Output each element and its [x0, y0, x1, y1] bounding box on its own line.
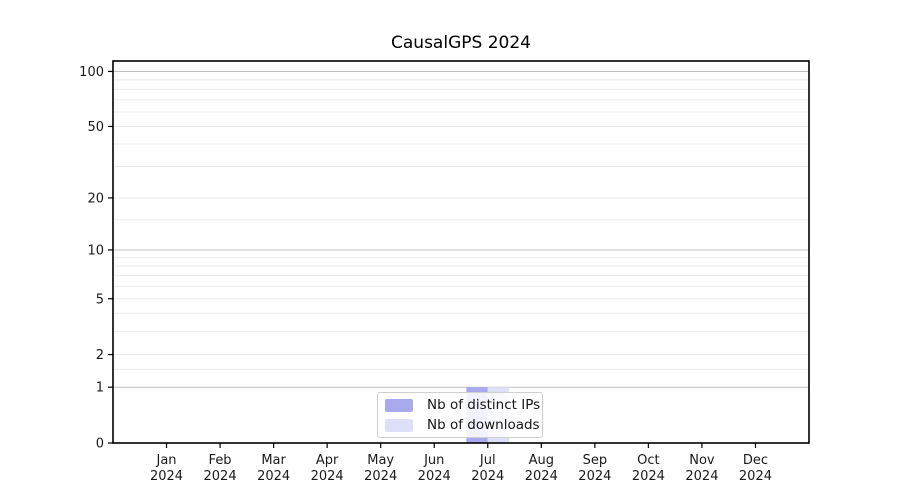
y-tick-label: 10	[87, 243, 104, 258]
x-tick-label-year: 2024	[257, 469, 290, 484]
plot-border	[112, 60, 810, 444]
distinct-ips-swatch	[385, 398, 413, 412]
y-tick-label: 1	[96, 381, 104, 396]
x-tick-label-year: 2024	[471, 469, 504, 484]
legend-label-distinct-ips: Nb of distinct IPs	[427, 397, 541, 413]
downloads-swatch	[385, 418, 413, 432]
x-tick-label-year: 2024	[364, 469, 397, 484]
y-tick-label: 5	[96, 292, 104, 307]
x-tick-label-year: 2024	[685, 469, 718, 484]
x-tick-label-month: Jul	[479, 453, 496, 468]
x-tick-label-month: Feb	[209, 453, 232, 468]
x-tick-label-month: Dec	[743, 453, 768, 468]
x-tick-label-month: May	[367, 453, 394, 468]
y-tick-label: 50	[87, 120, 104, 135]
y-tick-label: 100	[79, 65, 104, 80]
x-tick-label-month: Jun	[423, 453, 444, 468]
x-tick-label-year: 2024	[632, 469, 665, 484]
x-tick-label-year: 2024	[204, 469, 237, 484]
x-tick-label-year: 2024	[150, 469, 183, 484]
legend-entry-downloads: Nb of downloads	[385, 415, 540, 435]
x-tick-label-month: Nov	[689, 453, 715, 468]
x-tick-label-year: 2024	[418, 469, 451, 484]
x-tick-label-year: 2024	[739, 469, 772, 484]
chart-title: CausalGPS 2024	[391, 33, 531, 53]
x-tick-label-month: Mar	[261, 453, 286, 468]
legend-label-downloads: Nb of downloads	[427, 417, 540, 433]
legend-entry-distinct-ips: Nb of distinct IPs	[385, 395, 540, 415]
legend: Nb of distinct IPs Nb of downloads	[377, 392, 543, 438]
y-tick-label: 20	[87, 191, 104, 206]
x-tick-label-month: Aug	[529, 453, 554, 468]
x-tick-label-month: Jan	[156, 453, 177, 468]
x-tick-label-month: Apr	[316, 453, 339, 468]
x-tick-label-year: 2024	[578, 469, 611, 484]
x-tick-label-year: 2024	[311, 469, 344, 484]
x-tick-label-month: Sep	[583, 453, 608, 468]
y-tick-label: 2	[96, 348, 104, 363]
y-tick-label: 0	[96, 437, 104, 452]
x-tick-label-month: Oct	[637, 453, 659, 468]
x-tick-label-year: 2024	[525, 469, 558, 484]
